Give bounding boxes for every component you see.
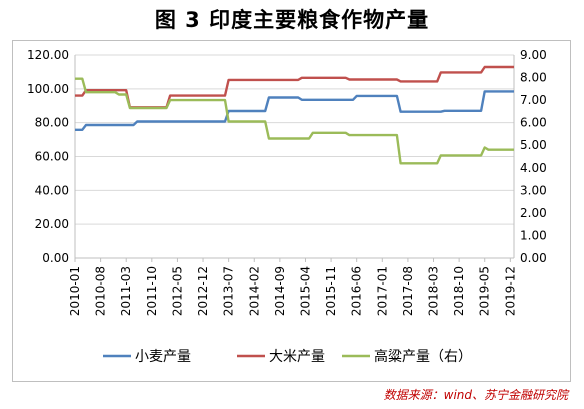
left-tick-label: 80.00 (35, 116, 69, 130)
chart-frame (12, 40, 571, 382)
left-tick-label: 20.00 (35, 217, 69, 231)
series-line (75, 77, 514, 165)
x-tick-label: 2011-10 (145, 266, 159, 316)
left-tick-label: 0.00 (42, 251, 69, 265)
x-tick-label: 2010-01 (68, 266, 82, 316)
series-line (75, 90, 514, 131)
right-tick-label: 5.00 (520, 138, 547, 152)
x-tick-label: 2018-03 (427, 266, 441, 316)
x-tick-label: 2012-05 (170, 266, 184, 316)
axes: 0.00 20.00 40.00 60.00 80.00 100.00 120.00 0.00… (27, 48, 547, 316)
right-tick-label: 9.00 (520, 48, 547, 62)
legend-label: 高粱产量（右） (374, 348, 472, 365)
x-tick-label: 2014-02 (247, 266, 261, 316)
x-tick-label: 2016-06 (350, 266, 364, 316)
series-line (75, 65, 514, 109)
left-tick-label: 120.00 (27, 48, 69, 62)
x-tick-label: 2012-12 (196, 266, 210, 316)
x-tick-label: 2010-08 (94, 266, 108, 316)
right-tick-label: 8.00 (520, 71, 547, 85)
x-tick-label: 2014-09 (273, 266, 287, 316)
right-tick-label: 6.00 (520, 116, 547, 130)
x-tick-label: 2017-01 (375, 266, 389, 316)
x-tick-label: 2017-08 (401, 266, 415, 316)
x-tick-label: 2015-11 (324, 266, 338, 316)
series-lines (75, 65, 514, 165)
legend-label: 大米产量 (269, 349, 325, 365)
right-tick-label: 0.00 (520, 251, 547, 265)
x-tick-label: 2019-05 (478, 266, 492, 316)
figure-title: 图 3 印度主要粮食作物产量 (154, 8, 430, 32)
left-tick-label: 60.00 (35, 150, 69, 164)
data-source-note: 数据来源：wind、苏宁金融研究院 (383, 388, 568, 402)
right-tick-label: 1.00 (520, 228, 547, 242)
x-tick-label: 2018-10 (452, 266, 466, 316)
legend-label: 小麦产量 (135, 349, 191, 365)
left-tick-label: 40.00 (35, 183, 69, 197)
legend: 小麦产量 大米产量 高粱产量（右） (103, 348, 472, 365)
x-tick-label: 2019-12 (503, 266, 517, 316)
left-tick-label: 100.00 (27, 82, 69, 96)
right-tick-label: 3.00 (520, 183, 547, 197)
x-tick-label: 2013-07 (222, 266, 236, 316)
right-tick-label: 7.00 (520, 93, 547, 107)
x-tick-label: 2015-04 (298, 266, 312, 316)
gridlines (75, 54, 514, 225)
right-tick-label: 4.00 (520, 161, 547, 175)
x-tick-label: 2011-03 (119, 266, 133, 316)
right-tick-label: 2.00 (520, 206, 547, 220)
